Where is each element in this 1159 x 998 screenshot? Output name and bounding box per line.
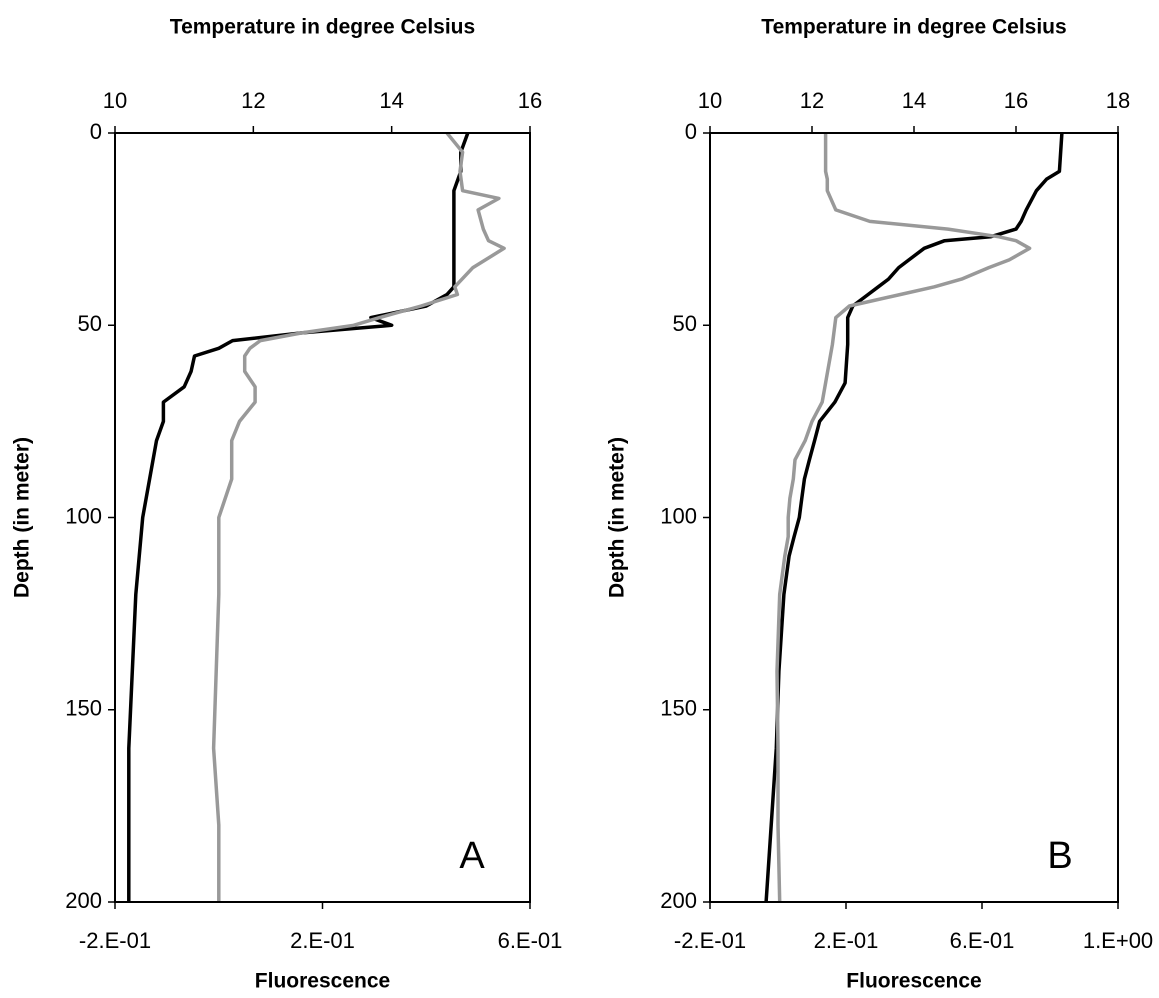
y-tick-label: 0: [90, 119, 102, 144]
x-tick-label: 1.E+00: [1083, 928, 1153, 953]
x-axis-label: Fluorescence: [846, 970, 981, 993]
x-tick-label: 6.E-01: [498, 928, 563, 953]
y-tick-label: 150: [65, 696, 102, 721]
plot-frame: [709, 132, 1119, 903]
data-line: [211, 131, 506, 902]
panel-label: A: [459, 835, 485, 877]
x2-tick-label: 16: [518, 88, 542, 113]
x2-tick-label: 18: [1106, 88, 1130, 113]
y-axis-label: Depth (in meter): [606, 437, 629, 598]
data-line: [775, 133, 1032, 903]
x2-tick-label: 16: [1004, 88, 1028, 113]
x-axis-label: Fluorescence: [255, 970, 390, 993]
data-line: [764, 132, 1064, 903]
x-tick-label: 2.E-01: [814, 928, 879, 953]
plot-frame: [114, 132, 531, 903]
y-tick-label: 100: [65, 503, 102, 528]
x2-tick-label: 14: [379, 88, 403, 113]
x-tick-label: 6.E-01: [950, 928, 1015, 953]
chart-title: Temperature in degree Celsius: [761, 16, 1066, 39]
chart-title: Temperature in degree Celsius: [170, 16, 475, 39]
y-tick-label: 200: [660, 888, 697, 913]
y-tick-label: 100: [660, 503, 697, 528]
x2-tick-label: 14: [902, 88, 926, 113]
y-tick-label: 0: [685, 119, 697, 144]
panel-label: B: [1047, 835, 1072, 877]
x-tick-label: -2.E-01: [79, 928, 151, 953]
y-tick-label: 200: [65, 888, 102, 913]
y-tick-label: 50: [673, 311, 697, 336]
x2-tick-label: 10: [698, 88, 722, 113]
y-tick-label: 50: [78, 311, 102, 336]
x2-tick-label: 12: [241, 88, 265, 113]
x-tick-label: 2.E-01: [290, 928, 355, 953]
y-axis-label: Depth (in meter): [11, 437, 34, 598]
x2-tick-label: 10: [103, 88, 127, 113]
x-tick-label: -2.E-01: [674, 928, 746, 953]
x2-tick-label: 12: [800, 88, 824, 113]
data-line: [127, 132, 470, 902]
y-tick-label: 150: [660, 696, 697, 721]
